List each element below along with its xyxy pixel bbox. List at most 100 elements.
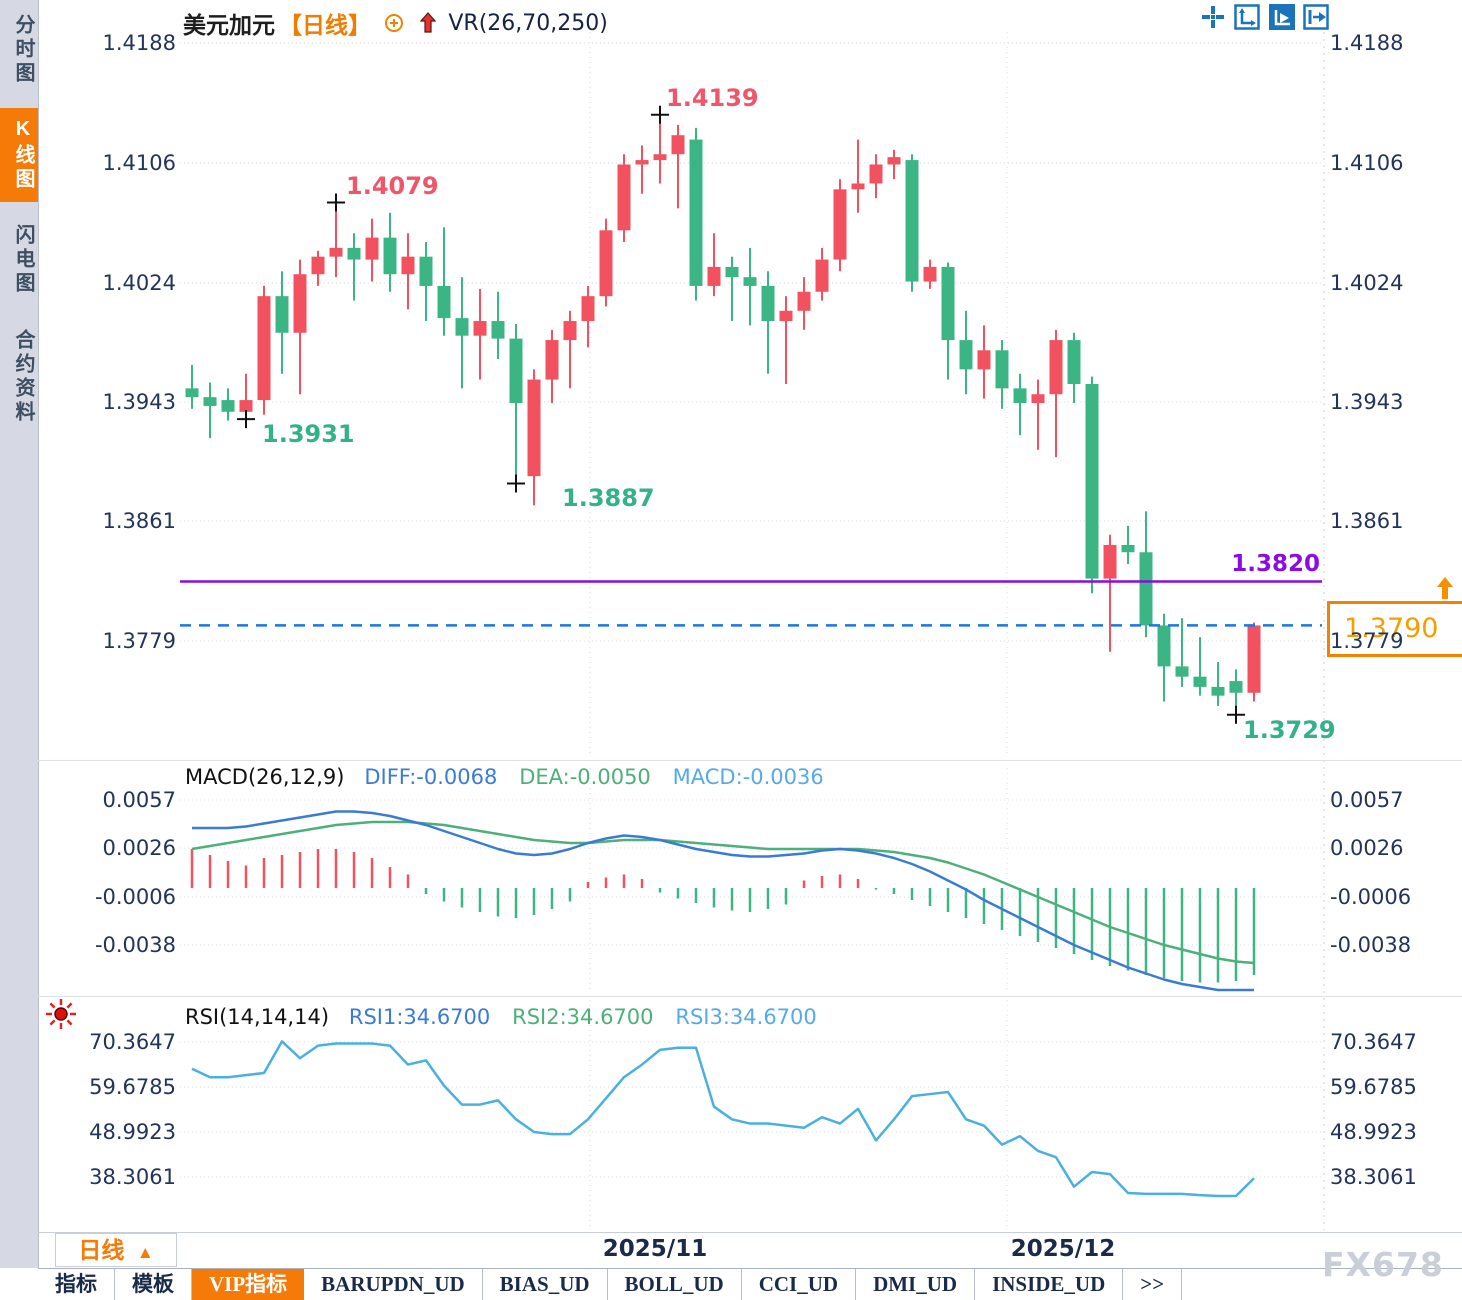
exit-right-icon[interactable] <box>1303 4 1330 30</box>
watermark: FX678 <box>1322 1245 1444 1284</box>
indicator-tab-bar: 指标 模板 VIP指标 BARUPDN_UD BIAS_UD BOLL_UD CCI_UD D… <box>38 1268 1462 1300</box>
candle-body <box>347 247 361 260</box>
price-axis-label: 1.3943 <box>102 390 176 414</box>
sidebar-tab-4[interactable]: 合约资料 <box>0 318 38 436</box>
extreme-cross-marker <box>237 410 255 429</box>
candle-body <box>455 318 469 336</box>
bottom-tab-2[interactable]: 模板 <box>115 1269 192 1300</box>
candle-body <box>437 285 451 319</box>
candle-body <box>221 400 235 412</box>
macd-axis-label: -0.0006 <box>1330 885 1412 909</box>
candle-body <box>1103 544 1117 579</box>
candle-body <box>1121 544 1135 553</box>
crosshair-icon[interactable] <box>1200 4 1226 30</box>
candle-body <box>779 310 793 322</box>
bottom-tab-9[interactable]: INSIDE_UD <box>975 1269 1124 1300</box>
candle-body <box>941 266 955 341</box>
candle-body <box>1139 552 1153 626</box>
up-arrow-icon <box>419 12 437 33</box>
candle-body <box>707 266 721 286</box>
price-axis-label: 1.4024 <box>1330 271 1404 295</box>
panel-separator <box>38 760 1462 761</box>
price-axis-label: 1.4106 <box>102 151 176 175</box>
chart-header: 美元加元 【日线】 VR(26,70,250) <box>183 6 608 39</box>
current-price-tag: 1.3790 <box>1327 601 1462 657</box>
rsi2-value: RSI2:34.6700 <box>512 1005 654 1029</box>
alert-sun-icon[interactable] <box>42 995 80 1033</box>
candle-body <box>473 321 487 336</box>
candle-body <box>185 388 199 398</box>
resistance-price-label: 1.3820 <box>1231 551 1320 577</box>
rsi-axis-label: 70.3647 <box>89 1030 176 1054</box>
price-up-arrow-icon <box>1437 577 1453 599</box>
bottom-tab-10[interactable]: >> <box>1123 1269 1183 1300</box>
candle-body <box>887 157 901 165</box>
period-selector-label: 日线 <box>78 1237 125 1263</box>
macd-diff-line <box>192 810 1254 992</box>
price-axis-label: 1.3779 <box>102 629 176 653</box>
candle-body <box>725 266 739 278</box>
macd-dea-line <box>191 820 1255 965</box>
candle-body <box>905 160 919 282</box>
bottom-tab-3[interactable]: VIP指标 <box>192 1269 305 1300</box>
macd-value: MACD:-0.0036 <box>672 765 824 789</box>
candle-body <box>833 189 847 260</box>
candle-body <box>527 379 541 477</box>
bottom-tab-5[interactable]: BIAS_UD <box>483 1269 608 1300</box>
sidebar-tab-2[interactable]: K线图 <box>0 108 38 202</box>
price-annotation: 1.3887 <box>562 484 655 512</box>
x-axis-label-nov: 2025/11 <box>602 1236 708 1262</box>
rsi-axis-label: 59.6785 <box>89 1075 176 1099</box>
rsi1-value: RSI1:34.6700 <box>348 1005 491 1029</box>
bottom-tab-8[interactable]: DMI_UD <box>856 1269 976 1300</box>
period-selector[interactable]: 日线 ▲ <box>55 1233 177 1267</box>
price-annotation: 1.3729 <box>1243 716 1336 744</box>
price-axis-label: 1.3861 <box>102 509 176 533</box>
bottom-tab-7[interactable]: CCI_UD <box>742 1269 857 1300</box>
candle-body <box>419 256 433 286</box>
rsi-title: RSI(14,14,14) <box>185 1005 330 1029</box>
candle-body <box>617 164 631 231</box>
price-axis-label: 1.3779 <box>1330 629 1404 653</box>
candle-body <box>311 256 325 275</box>
bottom-tab-6[interactable]: BOLL_UD <box>608 1269 742 1300</box>
bottom-tab-1[interactable]: 指标 <box>38 1269 115 1300</box>
candle-body <box>1049 340 1063 395</box>
sidebar-tab-1[interactable]: 分时图 <box>0 4 38 96</box>
plus-circle-icon[interactable] <box>383 12 405 34</box>
axis-scale-icon[interactable] <box>1234 4 1261 30</box>
axis-play-icon[interactable] <box>1268 4 1295 30</box>
candle-body <box>1157 625 1171 667</box>
price-annotation: 1.4139 <box>666 84 759 112</box>
candle-body <box>563 321 577 341</box>
candle-body <box>815 259 829 292</box>
candle-body <box>1193 676 1207 687</box>
macd-title: MACD(26,12,9) <box>185 765 345 789</box>
candle-body <box>851 183 865 190</box>
candle-body <box>995 350 1009 389</box>
price-annotation: 1.4079 <box>346 172 439 200</box>
current-price-value: 1.3790 <box>1344 613 1439 644</box>
chart-toolbar <box>1196 4 1330 35</box>
rsi-axis-label: 48.9923 <box>1330 1120 1417 1144</box>
candle-body <box>977 350 991 370</box>
rsi-axis-label: 38.3061 <box>89 1165 176 1189</box>
bottom-tab-4[interactable]: BARUPDN_UD <box>304 1269 483 1300</box>
rsi-axis-label: 59.6785 <box>1330 1075 1417 1099</box>
candle-body <box>293 274 307 333</box>
sidebar: 分时图 K线图闪电图合约资料 <box>0 0 39 1268</box>
macd-axis-label: -0.0038 <box>94 933 176 957</box>
candle-body <box>635 160 649 165</box>
macd-axis-label: 0.0026 <box>1330 836 1404 860</box>
candle-body <box>203 397 217 406</box>
rsi-axis-label: 38.3061 <box>1330 1165 1417 1189</box>
triangle-up-icon: ▲ <box>136 1243 154 1262</box>
price-axis-label: 1.3861 <box>1330 509 1404 533</box>
rsi3-value: RSI3:34.6700 <box>675 1005 817 1029</box>
x-axis-line <box>38 1232 1462 1233</box>
macd-axis-label: -0.0038 <box>1330 933 1412 957</box>
sidebar-tab-3[interactable]: 闪电图 <box>0 214 38 306</box>
candle-body <box>1031 394 1045 403</box>
candle-body <box>1211 686 1225 696</box>
